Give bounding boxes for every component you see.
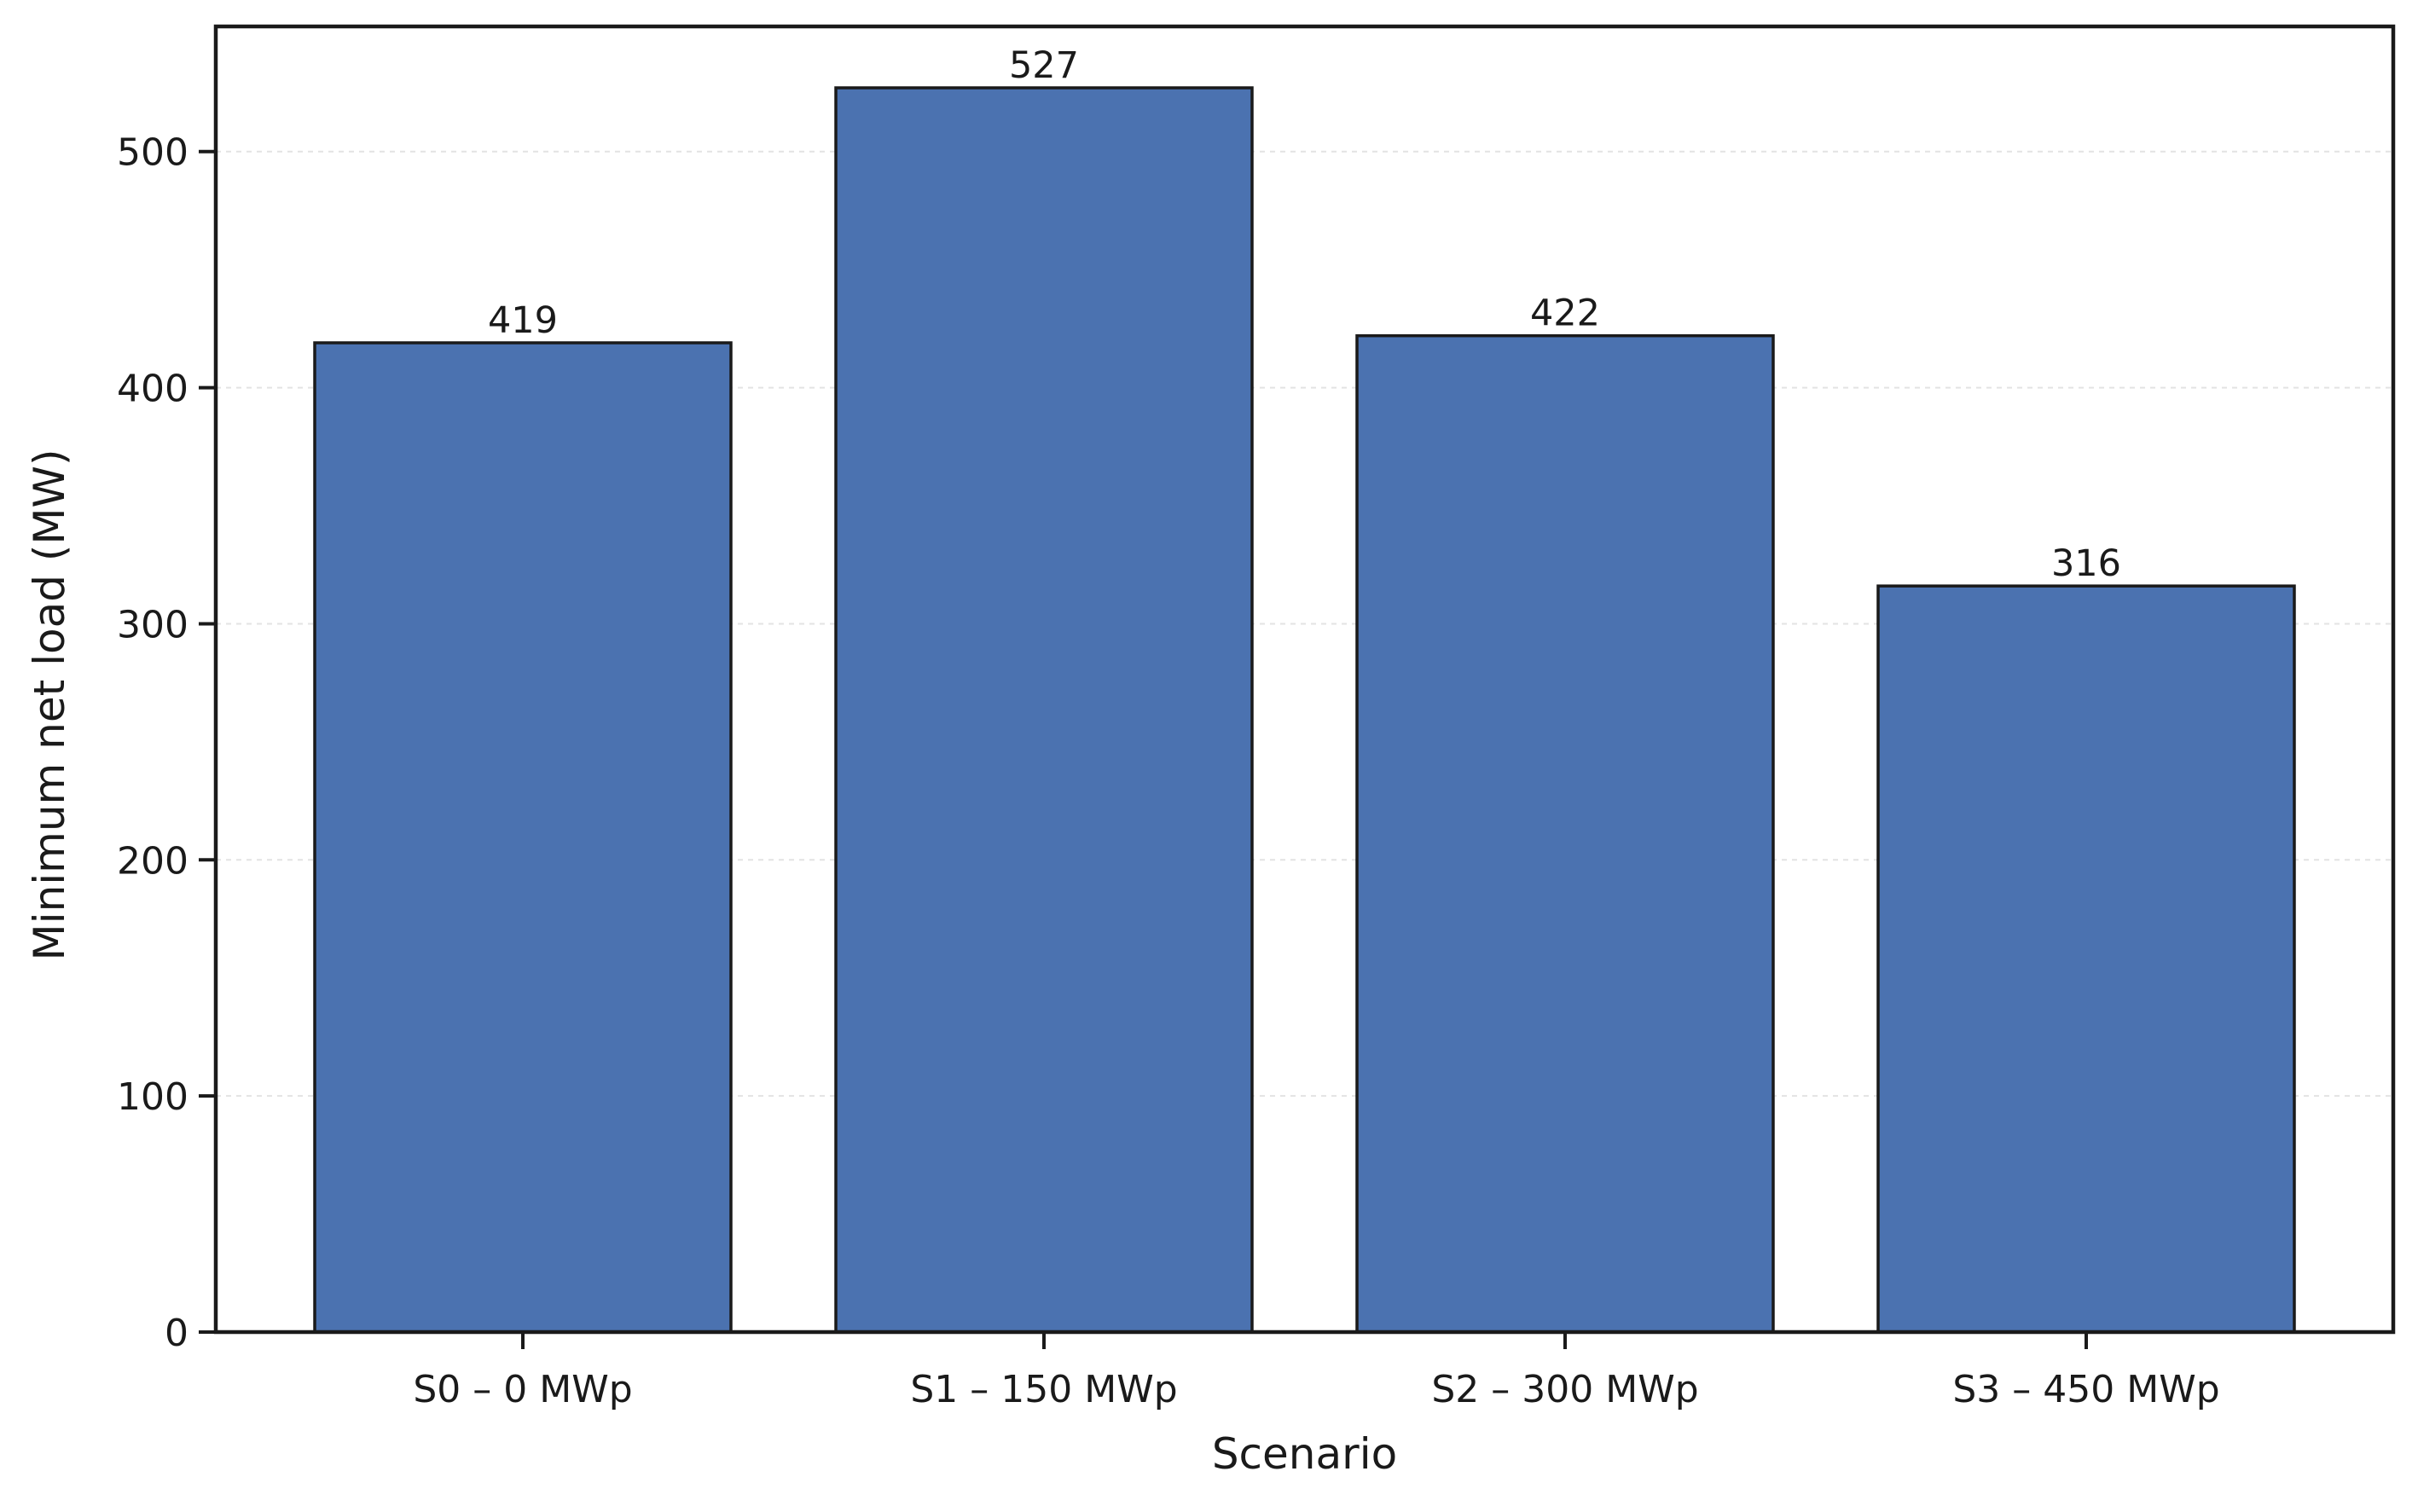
y-tick-label: 500 [117, 131, 188, 175]
y-tick-label: 100 [117, 1075, 188, 1119]
data-label: 422 [1530, 293, 1600, 335]
x-axis-label: Scenario [1212, 1429, 1397, 1479]
x-axis-ticks: S0 – 0 MWp S1 – 150 MWp S2 – 300 MWp S3 – 4… [413, 1332, 2220, 1411]
y-tick-label: 400 [117, 368, 188, 411]
x-tick-label: S0 – 0 MWp [413, 1368, 632, 1411]
bar [1355, 333, 1775, 1334]
y-axis-label: Minimum net load (MW) [25, 449, 74, 961]
data-label: 316 [2051, 542, 2121, 585]
data-labels: 419 527 422 316 [488, 44, 2121, 585]
data-label: 419 [488, 299, 558, 342]
bar [834, 86, 1254, 1334]
bar [313, 341, 733, 1334]
data-label: 527 [1009, 44, 1079, 87]
x-tick-label: S3 – 450 MWp [1952, 1368, 2219, 1411]
y-tick-label: 0 [165, 1312, 188, 1355]
x-tick-label: S1 – 150 MWp [910, 1368, 1177, 1411]
y-axis-ticks: 0 100 200 300 400 500 [117, 131, 216, 1355]
x-tick-label: S2 – 300 MWp [1431, 1368, 1698, 1411]
y-tick-label: 300 [117, 603, 188, 646]
y-tick-label: 200 [117, 839, 188, 883]
bars [313, 86, 2296, 1334]
bar [1876, 584, 2296, 1334]
plot-frame [213, 24, 2396, 1335]
